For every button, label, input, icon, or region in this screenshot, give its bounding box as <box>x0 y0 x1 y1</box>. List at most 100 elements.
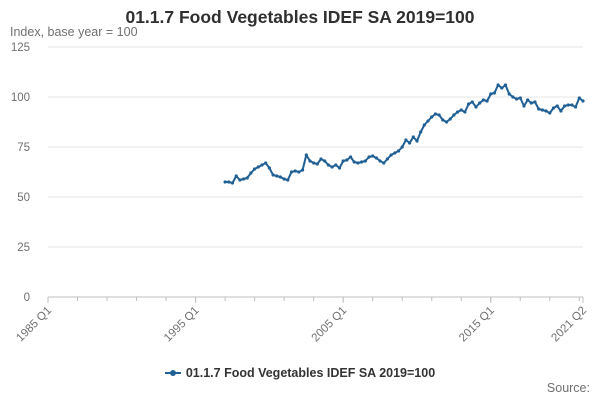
data-point-34 <box>349 155 353 159</box>
x-tick-label-4: 2021 Q2 <box>549 305 589 345</box>
y-tick-label-5: 125 <box>11 42 30 54</box>
data-point-21 <box>301 168 305 172</box>
data-point-6 <box>245 176 249 180</box>
data-point-38 <box>363 159 367 163</box>
data-point-10 <box>260 163 264 167</box>
data-point-78 <box>511 95 515 99</box>
data-point-7 <box>249 171 253 175</box>
data-point-83 <box>529 101 533 105</box>
data-point-96 <box>577 96 581 100</box>
data-point-22 <box>304 153 308 157</box>
y-tick-label-0: 0 <box>24 292 30 304</box>
data-point-3 <box>234 174 238 178</box>
data-point-88 <box>548 111 552 115</box>
data-point-27 <box>323 159 327 163</box>
data-point-2 <box>230 181 235 185</box>
data-point-71 <box>485 99 489 103</box>
data-point-0 <box>223 180 227 184</box>
y-tick-label-4: 100 <box>11 92 30 104</box>
data-point-94 <box>570 103 574 107</box>
data-point-54 <box>422 123 426 127</box>
data-point-70 <box>481 98 485 102</box>
x-axis: 1985 Q1 1995 Q1 2005 Q1 2015 Q1 2021 Q2 <box>14 297 589 344</box>
data-point-87 <box>544 109 548 113</box>
data-point-59 <box>441 118 445 122</box>
data-point-74 <box>496 83 500 87</box>
data-point-58 <box>437 113 441 117</box>
chart-title: 01.1.7 Food Vegetables IDEF SA 2019=100 <box>125 7 475 27</box>
data-point-72 <box>489 92 493 96</box>
data-point-15 <box>278 175 282 179</box>
data-point-26 <box>319 157 323 161</box>
x-tick-label-3: 2015 Q1 <box>457 305 497 345</box>
data-point-17 <box>286 178 290 182</box>
data-point-97 <box>581 99 585 103</box>
data-point-95 <box>574 105 578 109</box>
legend-label: 01.1.7 Food Vegetables IDEF SA 2019=100 <box>185 366 436 380</box>
y-axis-ticks: 0 25 50 75 100 125 <box>11 42 30 304</box>
data-point-67 <box>470 100 474 104</box>
data-point-50 <box>408 141 412 145</box>
data-point-86 <box>540 108 545 112</box>
data-point-20 <box>297 170 301 174</box>
y-tick-label-2: 50 <box>17 192 30 204</box>
source-label: Source: <box>546 381 590 395</box>
data-point-8 <box>253 167 257 171</box>
data-point-60 <box>444 120 449 124</box>
data-point-43 <box>382 161 386 165</box>
data-point-73 <box>492 91 496 95</box>
data-point-81 <box>522 104 526 108</box>
data-point-18 <box>289 170 294 174</box>
data-point-62 <box>452 113 456 117</box>
data-point-79 <box>515 97 519 101</box>
data-point-49 <box>404 138 408 142</box>
data-point-89 <box>551 106 556 110</box>
data-point-35 <box>352 160 356 164</box>
data-point-84 <box>533 100 537 104</box>
data-point-12 <box>267 166 271 170</box>
data-point-39 <box>367 155 371 159</box>
data-point-40 <box>371 154 375 158</box>
data-point-57 <box>433 112 437 116</box>
legend: 01.1.7 Food Vegetables IDEF SA 2019=100 <box>0 366 600 381</box>
data-point-56 <box>430 115 434 119</box>
data-point-46 <box>393 151 397 155</box>
x-tick-label-0: 1985 Q1 <box>14 305 54 345</box>
data-point-82 <box>526 98 530 102</box>
y-tick-label-3: 75 <box>17 142 30 154</box>
data-point-30 <box>334 163 338 167</box>
data-point-1 <box>227 180 231 184</box>
data-point-44 <box>385 157 389 161</box>
data-point-65 <box>463 110 467 114</box>
data-point-63 <box>456 110 460 114</box>
data-point-24 <box>312 161 316 165</box>
data-point-25 <box>315 162 319 166</box>
data-point-45 <box>389 153 393 157</box>
x-tick-label-2: 2005 Q1 <box>310 305 350 345</box>
data-point-69 <box>478 101 482 105</box>
data-point-68 <box>474 105 478 109</box>
data-point-51 <box>411 135 415 139</box>
data-point-92 <box>563 104 567 108</box>
data-point-77 <box>507 92 511 96</box>
data-point-91 <box>559 109 563 113</box>
x-tick-label-1: 1995 Q1 <box>162 305 202 345</box>
data-point-32 <box>341 159 345 163</box>
series-line-0 <box>225 84 584 184</box>
data-point-31 <box>337 166 342 170</box>
legend-line-marker-icon <box>164 368 181 378</box>
data-point-28 <box>326 163 330 167</box>
data-point-75 <box>500 86 504 90</box>
data-point-48 <box>400 145 404 149</box>
data-point-80 <box>518 96 522 100</box>
data-point-19 <box>293 169 297 173</box>
data-point-29 <box>330 165 334 169</box>
data-point-13 <box>271 173 275 177</box>
y-axis-label: Index, base year = 100 <box>10 25 138 39</box>
data-point-37 <box>360 160 364 164</box>
data-point-52 <box>415 139 419 143</box>
y-tick-label-1: 25 <box>17 242 30 254</box>
data-point-42 <box>378 159 382 163</box>
data-point-61 <box>448 117 452 121</box>
